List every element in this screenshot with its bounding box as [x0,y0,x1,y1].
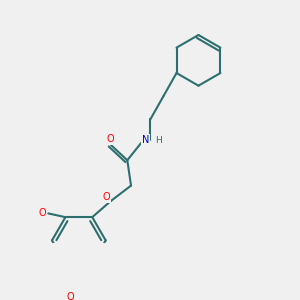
Text: O: O [102,192,110,202]
Text: O: O [38,208,46,218]
Text: O: O [67,292,74,300]
Text: N: N [142,135,149,145]
Text: H: H [155,136,162,145]
Text: O: O [107,134,114,144]
